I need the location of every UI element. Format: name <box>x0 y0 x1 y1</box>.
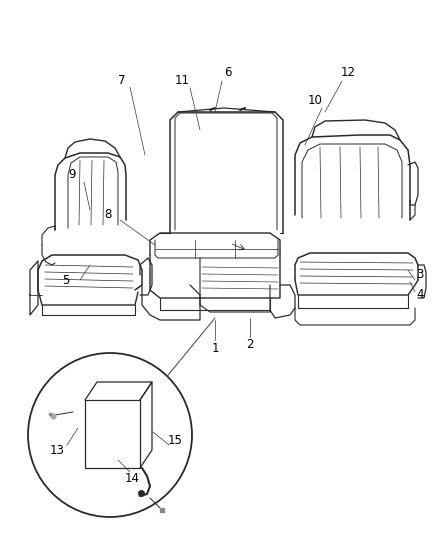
Text: 4: 4 <box>416 288 424 302</box>
Text: 6: 6 <box>224 67 232 79</box>
Text: 13: 13 <box>49 443 64 456</box>
Text: 11: 11 <box>174 74 190 86</box>
Text: 15: 15 <box>168 433 183 447</box>
Text: 14: 14 <box>124 472 139 484</box>
Text: 7: 7 <box>118 74 126 86</box>
Text: 12: 12 <box>340 67 356 79</box>
Text: 5: 5 <box>62 273 70 287</box>
Text: 1: 1 <box>211 342 219 354</box>
Text: 10: 10 <box>307 93 322 107</box>
Text: 9: 9 <box>68 168 76 182</box>
Text: 3: 3 <box>416 269 424 281</box>
Text: 8: 8 <box>104 208 112 222</box>
Text: 2: 2 <box>246 338 254 351</box>
